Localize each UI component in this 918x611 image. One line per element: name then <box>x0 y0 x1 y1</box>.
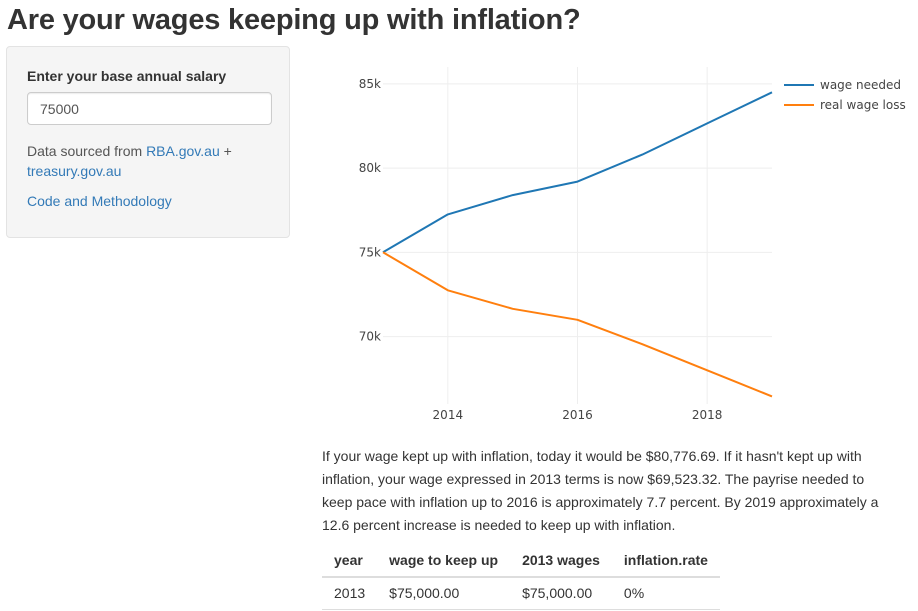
page-title: Are your wages keeping up with inflation… <box>7 4 581 36</box>
table-cell: 2013 <box>322 577 378 610</box>
table-body: 2013 $75,000.00 $75,000.00 0% <box>322 577 720 610</box>
x-tick-label: 2016 <box>562 408 593 422</box>
methodology-link[interactable]: Code and Methodology <box>27 193 172 209</box>
table-header-3: inflation.rate <box>611 546 720 578</box>
salary-input[interactable] <box>27 92 272 125</box>
table-header-2: 2013 wages <box>510 546 612 578</box>
y-tick-label: 70k <box>359 330 381 344</box>
source-prefix: Data sourced from <box>27 143 147 159</box>
y-tick-label: 80k <box>359 161 381 175</box>
salary-label: Enter your base annual salary <box>27 68 227 84</box>
table-header-row: year wage to keep up 2013 wages inflation.r… <box>322 546 720 578</box>
wage-table: year wage to keep up 2013 wages inflation.r… <box>322 546 720 610</box>
source-text: Data sourced from RBA.gov.au + treasury.… <box>27 141 267 181</box>
y-tick-label: 85k <box>359 77 381 91</box>
x-tick-label: 2018 <box>692 408 723 422</box>
y-tick-label: 75k <box>359 245 381 259</box>
source-plus: + <box>219 143 232 159</box>
x-tick-label: 2014 <box>433 408 464 422</box>
table-cell: $75,000.00 <box>510 577 612 610</box>
series-line-0 <box>382 91 773 254</box>
sidebar-panel: Enter your base annual salary Data sourc… <box>6 46 290 238</box>
legend-label: wage needed <box>820 78 901 92</box>
table-header-0: year <box>322 546 378 578</box>
summary-text: If your wage kept up with inflation, tod… <box>322 448 879 533</box>
table-row: 2013 $75,000.00 $75,000.00 0% <box>322 577 720 610</box>
series-line-1 <box>382 251 773 398</box>
table-cell: $75,000.00 <box>377 577 511 610</box>
table-header-1: wage to keep up <box>377 546 511 578</box>
wage-chart-svg: 70k 75k 80k 85k 2014 2016 2018 wage needed real … <box>359 67 906 422</box>
legend-label: real wage loss <box>820 98 906 112</box>
table-cell: 0% <box>611 577 720 610</box>
treasury-link[interactable]: treasury.gov.au <box>27 163 122 179</box>
wage-chart: 70k 75k 80k 85k 2014 2016 2018 wage needed real … <box>322 60 918 440</box>
rba-link[interactable]: RBA.gov.au <box>146 143 220 159</box>
